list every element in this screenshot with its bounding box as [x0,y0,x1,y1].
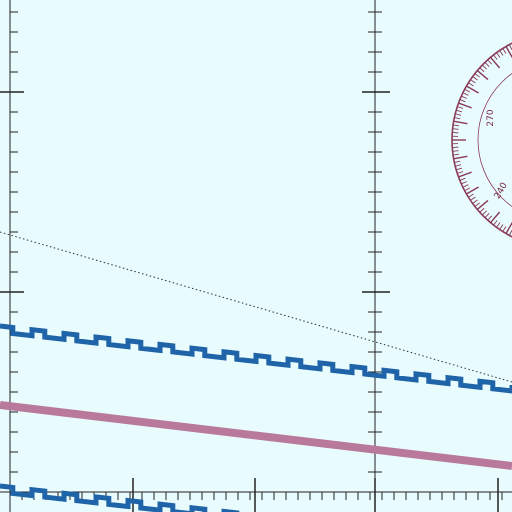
compass-rose-tick [487,215,493,221]
compass-rose-tick [452,124,460,127]
compass-rose-tick [468,82,474,87]
magenta-route-line [0,401,512,470]
compass-rose-tick [458,102,472,109]
compass-rose-tick [461,181,468,185]
bottom-parallel-ticks [9,478,503,512]
compass-rose-tick [459,177,466,181]
compass-rose-tick [457,106,464,109]
compass-rose-tick [470,196,476,201]
compass-rose-tick [452,150,459,152]
compass-rose-tick [453,155,468,160]
compass-rose-tick [464,88,471,93]
compass-rose-tick [479,67,485,73]
compass-rose-tick [476,70,489,81]
compass-rose-tick [462,92,469,96]
compass-rose-tick [458,171,472,178]
compass-rose-tick [461,95,468,99]
blue-route-lower [0,483,240,512]
compass-rose-tick [466,186,479,195]
compass-rose-tick [474,202,480,207]
blue-route-upper [0,323,512,394]
compass-rose-tick [472,199,478,204]
compass-rose-tick [454,117,461,120]
compass-rose-tick [453,120,468,125]
compass-label-270: 270 [486,109,496,126]
compass-rose-tick [502,48,507,54]
compass-rose-tick [496,52,501,58]
compass-rose-tick [457,171,464,174]
compass-rose-tick [454,160,461,163]
compass-rose-tick [493,54,498,60]
compass-rose-tick [496,222,501,228]
compass-rose-tick [455,164,462,167]
compass-rose-tick [479,207,485,213]
compass-rose-tick [481,210,487,216]
compass-rose-tick [490,211,501,224]
compass-rose-tick [456,109,463,113]
compass-rose-inner-ring [477,73,512,207]
compass-rose-tick [481,64,487,70]
right-meridian-ticks [362,11,390,493]
compass-rose: 270 240 [451,42,512,238]
compass-rose-tick [459,99,466,103]
compass-rose-ticks [452,44,512,236]
compass-rose-tick [452,153,460,156]
compass-rose-tick [484,213,490,219]
compass-rose-tick [474,73,480,78]
compass-rose-tick [487,59,493,65]
dotted-track-line [0,231,512,383]
compass-rose-tick [464,187,471,192]
compass-rose-tick [476,199,489,210]
compass-rose-tick [472,76,478,81]
compass-rose-tick [466,85,479,94]
compass-rose-tick [455,113,462,116]
compass-rose-tick [456,167,463,171]
compass-rose-tick [490,56,501,69]
compass-rose-tick [452,128,459,130]
compass-rose-tick [462,184,469,188]
compass-rose-tick [499,224,504,230]
compass-rose-tick [493,220,498,226]
compass-rose-tick [499,50,504,56]
compass-rose-tick [470,79,476,84]
compass-rose-tick [468,193,474,198]
compass-rose-tick [484,61,490,67]
compass-rose-tick [502,226,507,232]
